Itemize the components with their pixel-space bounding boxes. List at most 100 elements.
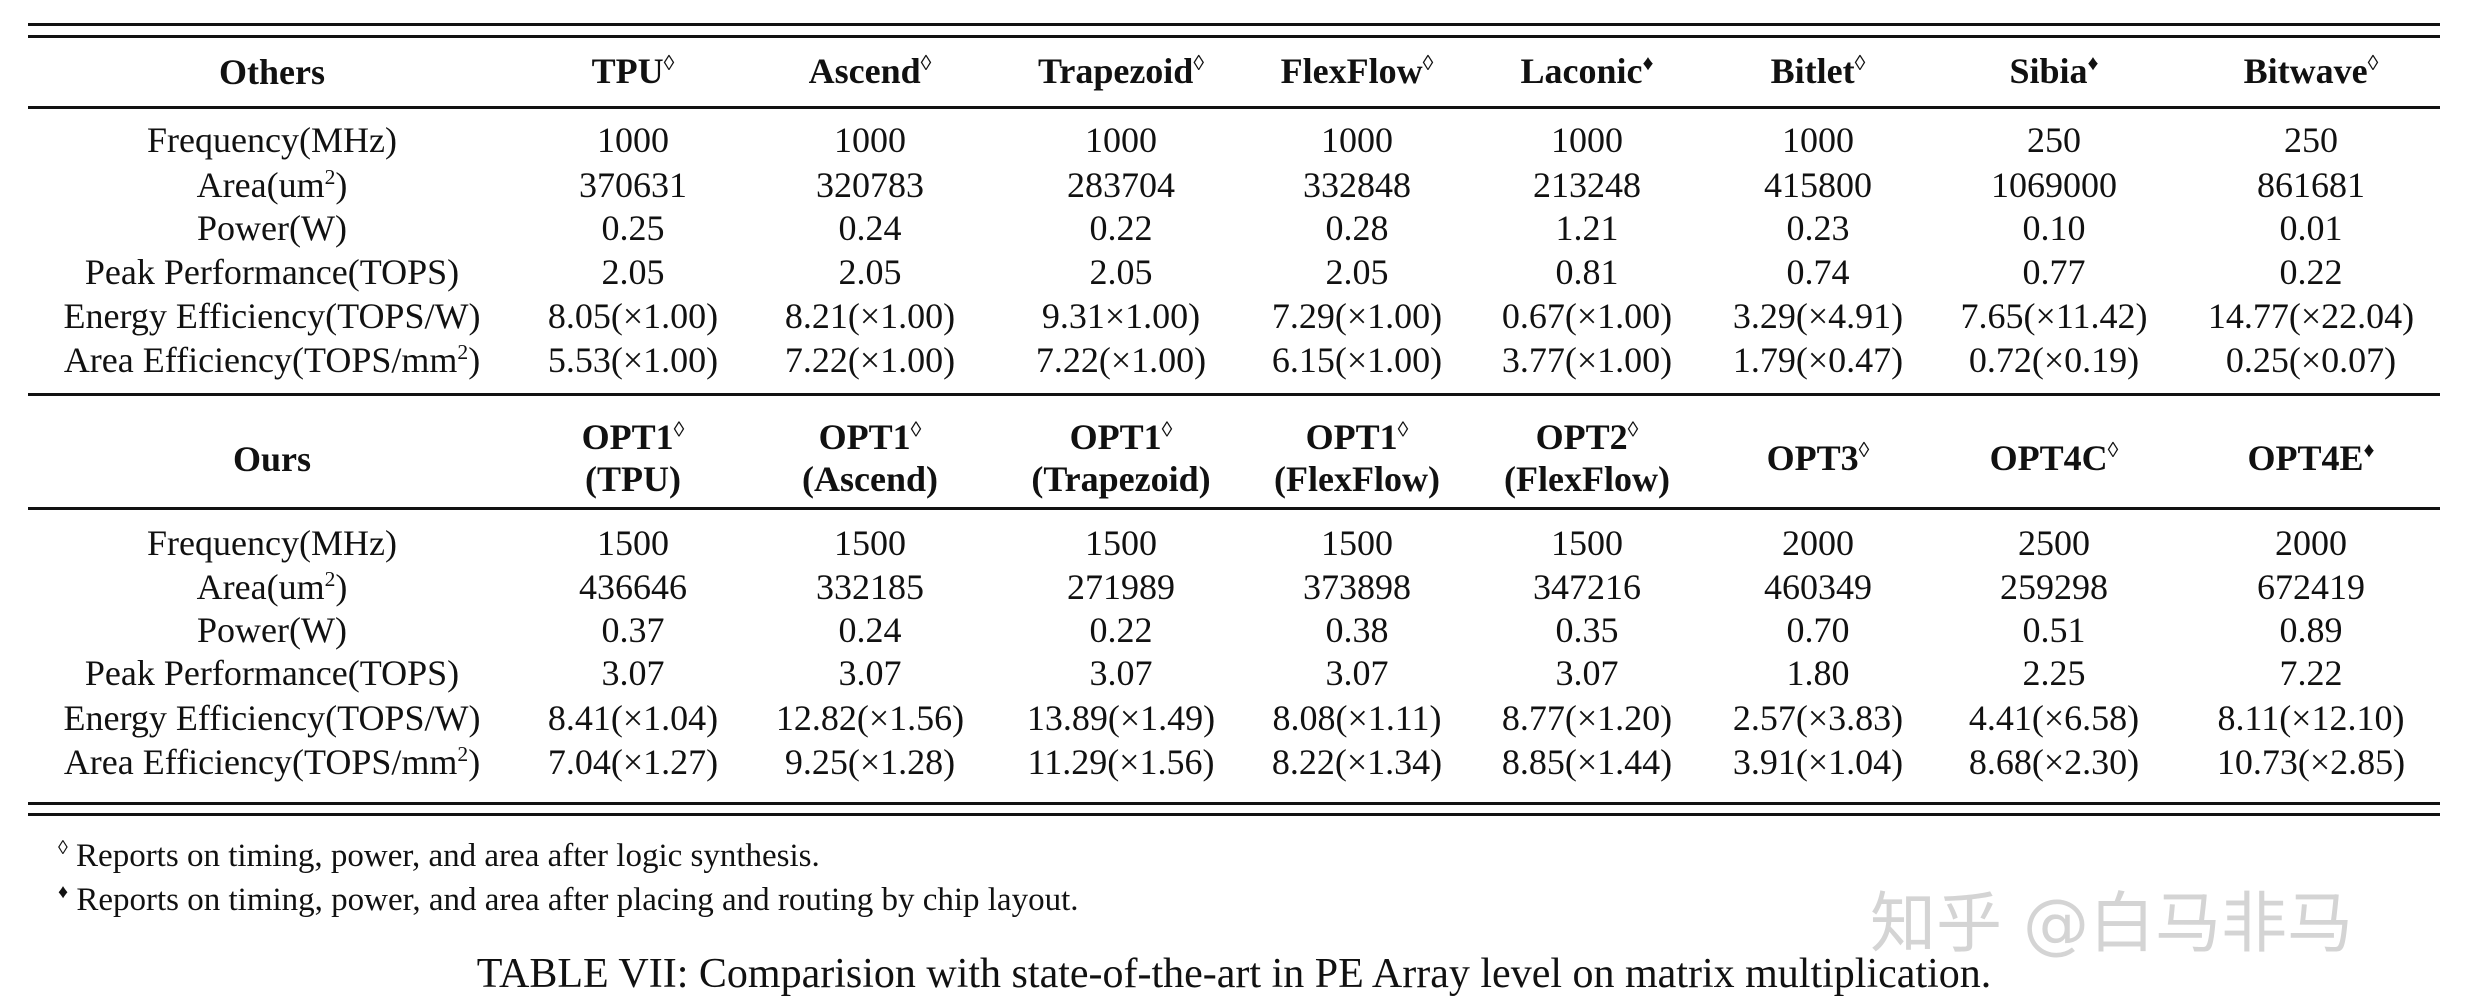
table-cell: 8.21(×1.00) xyxy=(784,296,956,336)
table-cell: 1000 xyxy=(1782,120,1854,160)
column-name-text: TPU xyxy=(591,51,664,92)
column-name-text: OPT3 xyxy=(1766,438,1859,479)
table-cell: 11.29(×1.56) xyxy=(1027,742,1215,782)
table-cell: 9.31×1.00) xyxy=(1041,296,1201,336)
row-label-suffix: ) xyxy=(335,567,348,607)
column-name-text: OPT4C xyxy=(1989,438,2108,479)
table-cell: 1000 xyxy=(834,120,906,160)
column-header: Bitwave◊ xyxy=(2244,52,2379,91)
section-rule xyxy=(28,393,2440,396)
row-label: Area(um2) xyxy=(196,165,348,205)
table-cell: 8.05(×1.00) xyxy=(547,296,719,336)
table-cell: 370631 xyxy=(579,165,687,205)
column-name: Laconic♦ xyxy=(1520,52,1653,91)
row-label: Peak Performance(TOPS) xyxy=(85,655,459,691)
table-cell: 0.10 xyxy=(2022,208,2086,248)
hollow-diamond-icon: ◊ xyxy=(673,417,685,442)
table-cell: 0.24 xyxy=(838,610,902,650)
column-name: OPT4C◊ xyxy=(1989,438,2119,479)
column-name: TPU◊ xyxy=(591,51,675,92)
table-cell: 861681 xyxy=(2257,165,2365,205)
table-cell: 2500 xyxy=(2018,523,2090,563)
hollow-diamond-icon: ◊ xyxy=(1161,417,1173,442)
table-cell: 0.37 xyxy=(601,610,665,650)
row-label-text: Peak Performance(TOPS) xyxy=(84,252,460,292)
row-label-text: Area Efficiency(TOPS/mm xyxy=(63,742,458,782)
column-subname: (Trapezoid) xyxy=(1031,459,1211,499)
column-header: TPU◊ xyxy=(591,51,675,92)
table-cell: 2.25 xyxy=(2022,653,2086,693)
table-cell: 0.72(×0.19) xyxy=(1968,340,2140,380)
row-label-text: Area(um xyxy=(196,567,325,607)
table-cell: 0.35 xyxy=(1555,610,1619,650)
table-cell: 1069000 xyxy=(1991,165,2117,205)
table-cell: 7.65(×11.42) xyxy=(1960,296,2148,336)
table-cell: 1.21 xyxy=(1555,208,1619,248)
hollow-diamond-icon: ◊ xyxy=(1858,438,1870,463)
section-header-text: Others xyxy=(219,52,325,92)
row-label-text: Area(um xyxy=(196,165,325,205)
table-cell: 0.89 xyxy=(2279,610,2343,650)
table-cell: 1500 xyxy=(597,523,669,563)
table-cell: 8.68(×2.30) xyxy=(1968,742,2140,782)
table-cell: 0.22 xyxy=(1089,208,1153,248)
column-name: Bitwave◊ xyxy=(2244,52,2379,91)
table-cell: 259298 xyxy=(2000,567,2108,607)
table-cell: 1500 xyxy=(1551,523,1623,563)
row-label: Frequency(MHz) xyxy=(147,122,397,158)
table-cell: 12.82(×1.56) xyxy=(775,698,965,738)
table-cell: 8.77(×1.20) xyxy=(1501,698,1673,738)
table-cell: 8.22(×1.34) xyxy=(1271,742,1443,782)
table-cell: 3.29(×4.91) xyxy=(1732,296,1904,336)
row-label-suffix: ) xyxy=(468,742,481,782)
table-cell: 10.73(×2.85) xyxy=(2216,742,2406,782)
column-name: OPT1◊ xyxy=(1031,417,1210,457)
row-label: Energy Efficiency(TOPS/W) xyxy=(64,700,481,736)
table-cell: 7.04(×1.27) xyxy=(547,742,719,782)
superscript: 2 xyxy=(457,742,469,767)
column-header: Bitlet◊ xyxy=(1771,52,1866,91)
hollow-diamond-icon: ◊ xyxy=(920,51,932,76)
table-cell: 672419 xyxy=(2257,567,2365,607)
table-cell: 1000 xyxy=(1551,120,1623,160)
column-name-text: OPT1 xyxy=(818,417,911,458)
table-cell: 9.25(×1.28) xyxy=(784,742,956,782)
table-cell: 283704 xyxy=(1067,165,1175,205)
table-cell: 1000 xyxy=(1321,120,1393,160)
section-header-label: Others xyxy=(219,54,325,90)
table-cell: 8.08(×1.11) xyxy=(1272,698,1442,738)
row-label-text: Frequency(MHz) xyxy=(147,523,397,563)
superscript: 2 xyxy=(457,340,469,365)
table-cell: 1.79(×0.47) xyxy=(1732,340,1904,380)
table-cell: 7.22(×1.00) xyxy=(1035,340,1207,380)
table-cell: 271989 xyxy=(1067,567,1175,607)
hollow-diamond-icon: ◊ xyxy=(1627,417,1639,442)
table-cell: 14.77(×22.04) xyxy=(2207,296,2415,336)
top-rule xyxy=(28,23,2440,26)
column-header: Ascend◊ xyxy=(808,51,932,92)
column-subname: (FlexFlow) xyxy=(1274,459,1440,499)
table-cell: 2.57(×3.83) xyxy=(1732,698,1904,738)
column-name-text: FlexFlow xyxy=(1280,51,1423,92)
hollow-diamond-icon: ◊ xyxy=(1397,417,1409,442)
table-cell: 1000 xyxy=(597,120,669,160)
row-label: Area Efficiency(TOPS/mm2) xyxy=(64,340,480,378)
column-name: Sibia♦ xyxy=(2009,52,2098,91)
table-cell: 1500 xyxy=(1321,523,1393,563)
column-name-text: OPT2 xyxy=(1535,417,1628,458)
column-header: OPT1◊ (FlexFlow) xyxy=(1274,417,1440,499)
row-label: Peak Performance(TOPS) xyxy=(85,254,459,290)
filled-diamond-icon: ♦ xyxy=(2363,438,2375,463)
column-header: Laconic♦ xyxy=(1520,52,1653,91)
column-name-text: Ascend xyxy=(808,51,921,92)
table-cell: 436646 xyxy=(579,567,687,607)
table-cell: 2000 xyxy=(2275,523,2347,563)
table-cell: 0.81 xyxy=(1555,252,1619,292)
top-rule-2 xyxy=(28,35,2440,38)
column-name: OPT1◊ xyxy=(582,417,685,457)
table-cell: 0.24 xyxy=(838,208,902,248)
table-cell: 213248 xyxy=(1533,165,1641,205)
table-cell: 3.07 xyxy=(601,653,665,693)
column-name: OPT2◊ xyxy=(1504,417,1670,458)
column-header: FlexFlow◊ xyxy=(1280,51,1434,92)
